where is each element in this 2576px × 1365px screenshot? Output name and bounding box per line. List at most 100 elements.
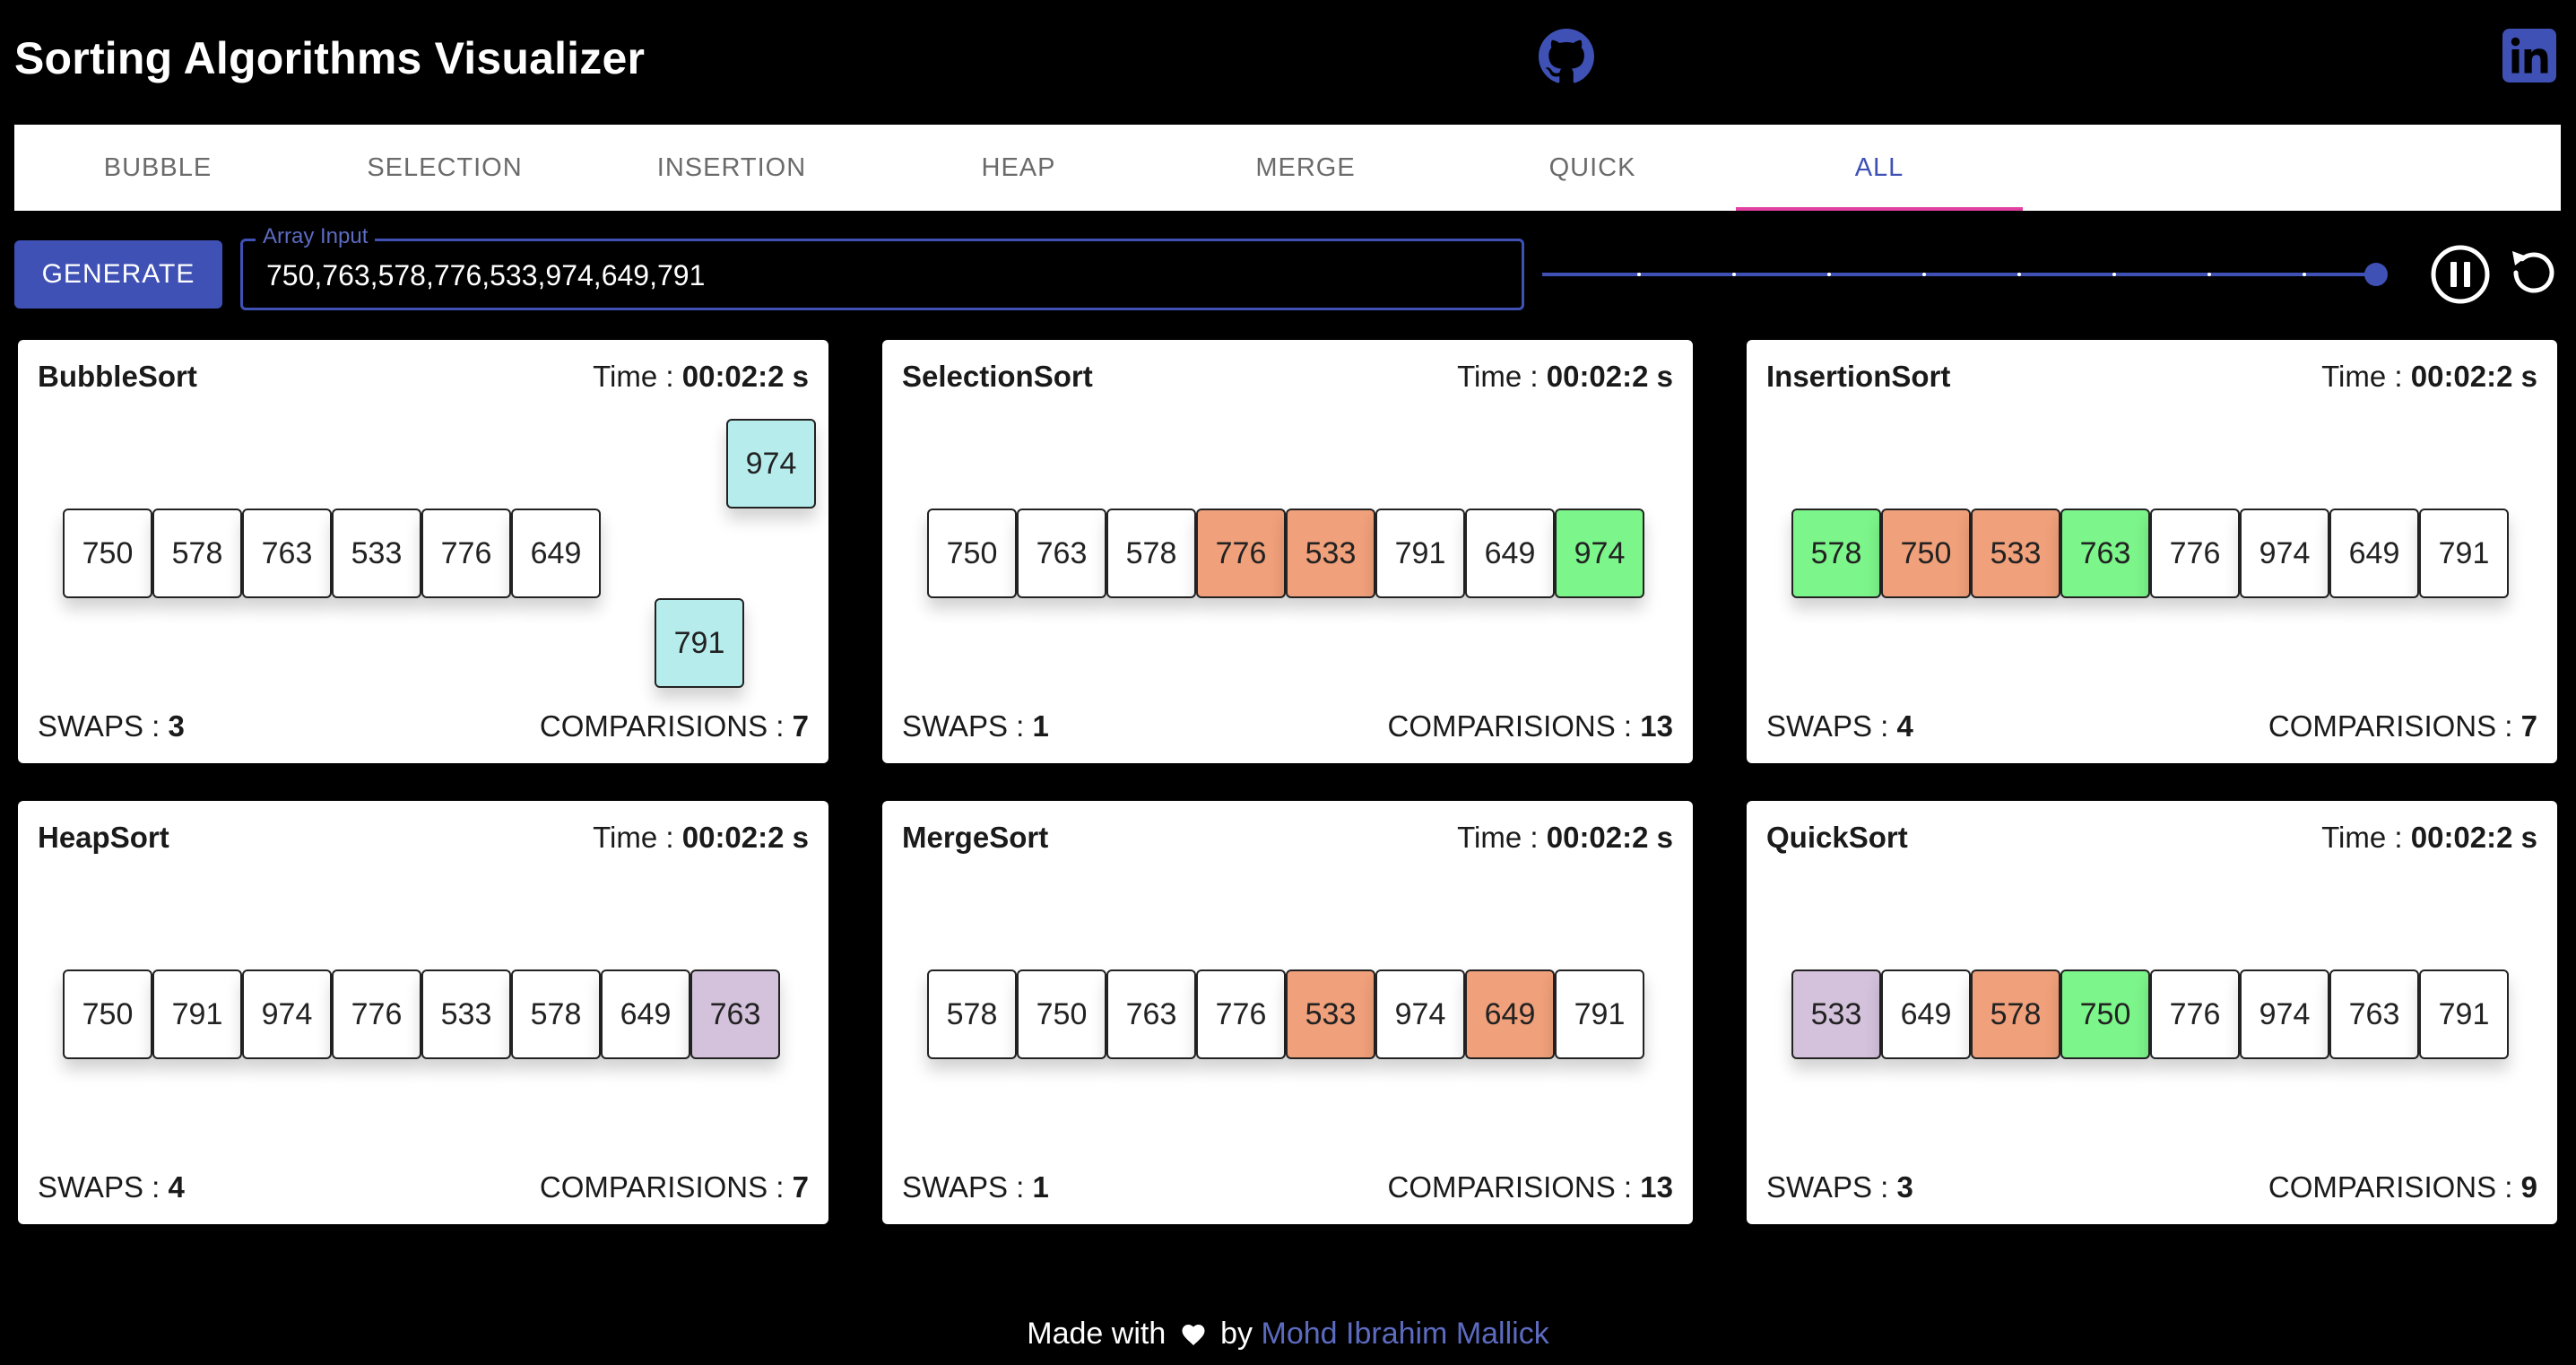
array-element: 533 bbox=[332, 509, 421, 598]
tab-merge[interactable]: MERGE bbox=[1255, 152, 1356, 182]
footer-made-with: Made with bbox=[1027, 1317, 1167, 1351]
slider-track[interactable] bbox=[1542, 273, 2387, 276]
slider-tick bbox=[1637, 273, 1641, 276]
tab-all[interactable]: ALL bbox=[1736, 125, 2023, 211]
swaps-count: SWAPS : 1 bbox=[902, 709, 1049, 743]
comparisons-count: COMPARISIONS : 13 bbox=[1388, 1170, 1673, 1204]
swaps-label: SWAPS : bbox=[902, 709, 1033, 743]
array-bars: 578 750 533 763 776 974 649 791 bbox=[1791, 509, 2518, 598]
footer-author-link[interactable]: Mohd Ibrahim Mallick bbox=[1261, 1317, 1549, 1351]
comparisons-value: 13 bbox=[1640, 1170, 1673, 1204]
generate-button[interactable]: GENERATE bbox=[14, 240, 222, 309]
array-element: 776 bbox=[2150, 509, 2240, 598]
array-element: 578 bbox=[1106, 509, 1196, 598]
swaps-label: SWAPS : bbox=[38, 1170, 169, 1204]
slider-tick bbox=[2017, 273, 2021, 276]
heart-icon bbox=[1182, 1325, 1205, 1345]
linkedin-icon[interactable] bbox=[2502, 29, 2556, 83]
replay-icon[interactable] bbox=[2503, 244, 2561, 301]
time-display: Time : 00:02:2 s bbox=[593, 821, 809, 855]
card-selectionsort: SelectionSort Time : 00:02:2 s 750 763 578 77… bbox=[882, 340, 1693, 763]
array-element: 750 bbox=[1017, 969, 1106, 1059]
array-element: 533 bbox=[1286, 509, 1375, 598]
algorithm-name: MergeSort bbox=[902, 821, 1049, 854]
tab-quick[interactable]: QUICK bbox=[1548, 152, 1636, 182]
swaps-value: 3 bbox=[168, 709, 185, 743]
comparisons-label: COMPARISIONS : bbox=[2268, 709, 2521, 743]
comparisons-label: COMPARISIONS : bbox=[2268, 1170, 2521, 1204]
time-value: 00:02:2 s bbox=[2410, 360, 2537, 393]
array-element: 649 bbox=[1465, 969, 1555, 1059]
app-header: Sorting Algorithms Visualizer bbox=[0, 0, 2576, 125]
array-input-value[interactable]: 750,763,578,776,533,974,649,791 bbox=[266, 259, 706, 291]
comparisons-count: COMPARISIONS : 9 bbox=[2268, 1170, 2537, 1204]
tab-selection[interactable]: SELECTION bbox=[367, 152, 523, 182]
swaps-label: SWAPS : bbox=[1766, 709, 1897, 743]
time-label: Time : bbox=[2321, 360, 2411, 393]
swaps-count: SWAPS : 4 bbox=[1766, 709, 1913, 743]
time-display: Time : 00:02:2 s bbox=[1457, 360, 1673, 394]
time-value: 00:02:2 s bbox=[1546, 821, 1673, 854]
array-element: 533 bbox=[1791, 969, 1881, 1059]
comparisons-label: COMPARISIONS : bbox=[1387, 709, 1641, 743]
time-display: Time : 00:02:2 s bbox=[593, 360, 809, 394]
array-element: 763 bbox=[242, 509, 332, 598]
speed-slider[interactable] bbox=[1542, 260, 2396, 289]
array-element: 974 bbox=[726, 419, 816, 509]
array-element: 649 bbox=[2329, 509, 2419, 598]
comparisons-value: 7 bbox=[792, 709, 809, 743]
array-element: 649 bbox=[1881, 969, 1971, 1059]
tab-bubble[interactable]: BUBBLE bbox=[103, 152, 212, 182]
slider-tick bbox=[2112, 273, 2116, 276]
array-element: 750 bbox=[63, 509, 152, 598]
array-element: 974 bbox=[2240, 969, 2329, 1059]
app-title: Sorting Algorithms Visualizer bbox=[14, 33, 646, 83]
pause-circle-icon[interactable] bbox=[2430, 244, 2491, 305]
array-element: 763 bbox=[2329, 969, 2419, 1059]
array-bars: 578 750 763 776 533 974 649 791 bbox=[927, 969, 1653, 1059]
tab-heap[interactable]: HEAP bbox=[981, 152, 1056, 182]
algorithm-tabs: BUBBLE SELECTION INSERTION HEAP MERGE QUICK AL… bbox=[14, 125, 2561, 211]
swaps-label: SWAPS : bbox=[1766, 1170, 1897, 1204]
array-element: 776 bbox=[2150, 969, 2240, 1059]
footer: Made with by Mohd Ibrahim Mallick bbox=[0, 1317, 2576, 1352]
array-element: 533 bbox=[421, 969, 511, 1059]
time-display: Time : 00:02:2 s bbox=[1457, 821, 1673, 855]
comparisons-value: 9 bbox=[2520, 1170, 2537, 1204]
array-input-label: Array Input bbox=[256, 224, 376, 249]
tab-insertion[interactable]: INSERTION bbox=[656, 152, 807, 182]
array-element: 791 bbox=[1375, 509, 1465, 598]
array-input-field[interactable]: Array Input 750,763,578,776,533,974,649,… bbox=[240, 224, 1524, 310]
card-quicksort: QuickSort Time : 00:02:2 s 533 649 578 750 776… bbox=[1747, 801, 2557, 1224]
array-bars: 750 791 974 776 533 578 649 763 bbox=[63, 969, 789, 1059]
swaps-count: SWAPS : 4 bbox=[38, 1170, 185, 1204]
time-display: Time : 00:02:2 s bbox=[2321, 821, 2537, 855]
array-element: 791 bbox=[1555, 969, 1644, 1059]
time-label: Time : bbox=[2321, 821, 2411, 854]
array-element: 649 bbox=[601, 969, 690, 1059]
array-element: 763 bbox=[690, 969, 780, 1059]
comparisons-count: COMPARISIONS : 7 bbox=[2268, 709, 2537, 743]
slider-tick bbox=[2303, 273, 2306, 276]
card-mergesort: MergeSort Time : 00:02:2 s 578 750 763 776 533… bbox=[882, 801, 1693, 1224]
comparisons-value: 7 bbox=[792, 1170, 809, 1204]
github-icon[interactable] bbox=[1539, 29, 1594, 84]
array-element: 578 bbox=[511, 969, 601, 1059]
array-bars: 533 649 578 750 776 974 763 791 bbox=[1791, 969, 2518, 1059]
array-element: 974 bbox=[242, 969, 332, 1059]
array-bars: 750 763 578 776 533 791 649 974 bbox=[927, 509, 1653, 598]
slider-thumb[interactable] bbox=[2364, 263, 2388, 286]
array-element: 578 bbox=[152, 509, 242, 598]
array-element: 974 bbox=[1555, 509, 1644, 598]
comparisons-count: COMPARISIONS : 7 bbox=[540, 1170, 809, 1204]
swaps-value: 4 bbox=[1896, 709, 1913, 743]
footer-by: by bbox=[1220, 1317, 1253, 1351]
swaps-value: 1 bbox=[1032, 709, 1049, 743]
time-display: Time : 00:02:2 s bbox=[2321, 360, 2537, 394]
swaps-value: 4 bbox=[168, 1170, 185, 1204]
card-heapsort: HeapSort Time : 00:02:2 s 750 791 974 776 533 5… bbox=[18, 801, 828, 1224]
array-element: 578 bbox=[927, 969, 1017, 1059]
comparisons-value: 7 bbox=[2520, 709, 2537, 743]
time-value: 00:02:2 s bbox=[2410, 821, 2537, 854]
algorithm-name: HeapSort bbox=[38, 821, 169, 854]
